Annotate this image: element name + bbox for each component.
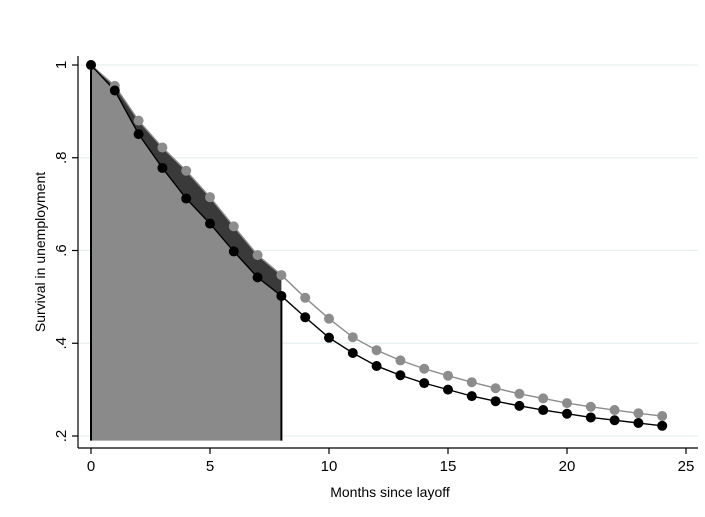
series-1-point [181, 193, 192, 204]
series-1-point [347, 347, 358, 358]
series-lines [86, 60, 668, 431]
series-1-point [228, 246, 239, 257]
x-tick-label: 15 [440, 458, 457, 475]
series-0-point [514, 388, 525, 399]
series-0-point [157, 142, 168, 153]
x-tick-label: 0 [87, 458, 95, 475]
series-0-point [443, 370, 453, 381]
series-0-point [205, 192, 215, 203]
series-0-point [490, 383, 501, 394]
y-tick-label: .2 [53, 430, 70, 443]
series-1-point [538, 405, 549, 416]
shaded-area [90, 65, 283, 441]
y-tick-label: .6 [53, 244, 70, 257]
series-1-point [205, 218, 215, 229]
series-0-point [252, 250, 263, 261]
series-1-point [443, 384, 453, 395]
series-0-point [657, 411, 668, 422]
y-tick-label: 1 [53, 61, 70, 69]
y-axis-title: Survival in unemployment [32, 172, 48, 332]
series-0-point [133, 115, 144, 126]
series-0-point [276, 270, 287, 281]
axes: 0 5 10 15 20 25 .2 .4 .6 .8 1 [53, 56, 698, 475]
x-tick-label: 5 [206, 458, 214, 475]
series-0-point [466, 377, 477, 388]
series-0-point [300, 292, 311, 303]
shade-below-curve [91, 65, 282, 441]
series-1-point [562, 408, 572, 419]
x-tick-label: 10 [321, 458, 338, 475]
x-tick-label: 20 [559, 458, 576, 475]
series-0-point [228, 221, 239, 232]
y-tick-label: .4 [53, 337, 70, 350]
series-0-point [633, 408, 644, 419]
series-0-point [371, 345, 382, 356]
series-1-point [419, 378, 430, 389]
series-1-point [276, 290, 287, 301]
series-0-point [538, 393, 549, 404]
series-1-point [395, 370, 406, 381]
series-0-point [395, 355, 406, 366]
x-tick-label: 25 [678, 458, 695, 475]
series-1-point [252, 272, 263, 283]
series-0-point [562, 398, 572, 409]
series-0-point [347, 332, 358, 343]
series-1-point [609, 415, 620, 426]
series-1-point [133, 129, 144, 140]
series-0-point [585, 401, 596, 412]
series-0-point [609, 405, 620, 416]
series-1-point [514, 400, 525, 411]
series-1-point [157, 162, 168, 173]
series-0-point [324, 313, 334, 324]
series-1-point [300, 312, 311, 323]
series-1-point [86, 60, 96, 70]
series-1-point [490, 396, 501, 407]
series-1-point [324, 332, 334, 343]
y-tick-label: .8 [53, 151, 70, 164]
series-1-point [371, 360, 382, 371]
series-1-point [633, 418, 644, 429]
series-0-point [419, 363, 430, 374]
series-1-point [585, 412, 596, 423]
series-1-point [657, 420, 668, 431]
series-1-point [109, 85, 120, 96]
x-axis-title: Months since layoff [330, 484, 450, 500]
series-1-point [466, 391, 477, 402]
series-0-point [181, 165, 192, 176]
